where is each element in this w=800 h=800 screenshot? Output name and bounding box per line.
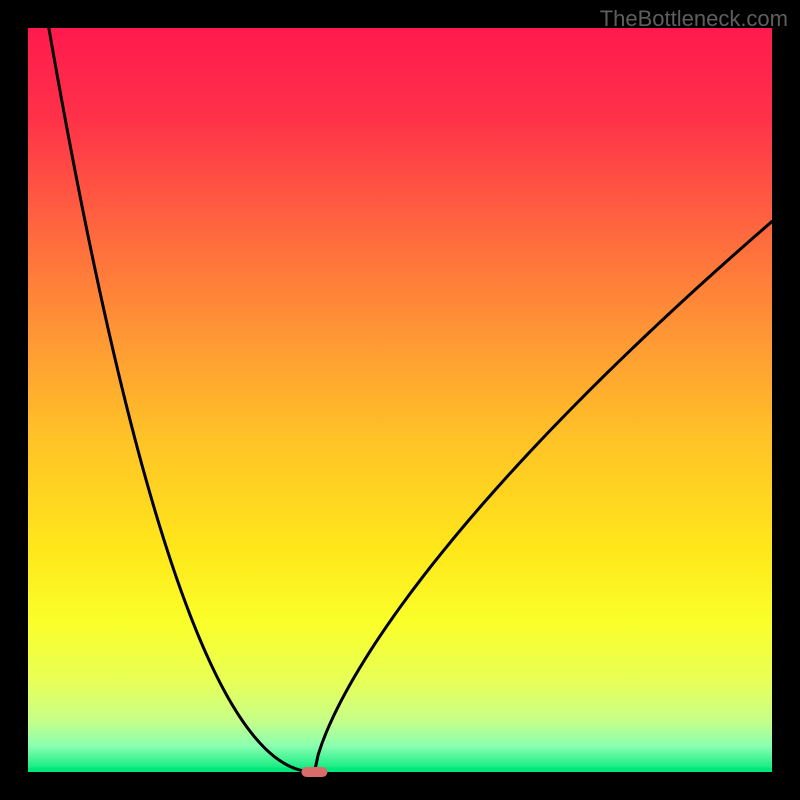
plot-background [28, 28, 772, 772]
ground-band [28, 768, 772, 772]
chart-svg-container [0, 0, 800, 800]
chart-frame: TheBottleneck.com [0, 0, 800, 800]
chart-svg [0, 0, 800, 800]
watermark-text: TheBottleneck.com [600, 6, 788, 32]
optimum-marker [301, 767, 327, 777]
